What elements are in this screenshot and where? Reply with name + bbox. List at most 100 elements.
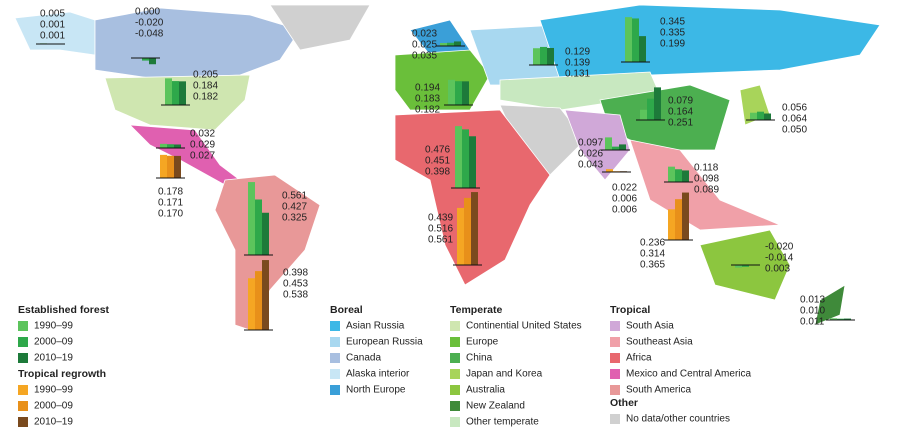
legend-swatch <box>18 321 28 331</box>
legend-group: Established forest 1990–99 2000–09 2010–19 <box>18 304 110 364</box>
value-label: 0.023 <box>412 29 437 40</box>
south-asia <box>564 109 631 181</box>
legend-label: Canada <box>346 353 381 364</box>
bar <box>464 197 471 265</box>
value-label: 0.427 <box>282 202 307 213</box>
legend-swatch <box>18 417 28 427</box>
value-label: 0.365 <box>640 260 665 271</box>
bar <box>605 137 612 150</box>
bar <box>675 169 682 182</box>
value-label: 0.013 <box>800 295 825 306</box>
legend-label: South America <box>626 385 691 396</box>
legend-swatch <box>450 337 460 347</box>
value-label: 0.118 <box>694 163 719 174</box>
bar <box>750 112 757 120</box>
legend-label: North Europe <box>346 385 406 396</box>
bar <box>160 143 167 148</box>
value-label: 0.010 <box>800 306 825 317</box>
value-label: 0.000 <box>135 7 160 18</box>
legend-swatch <box>330 337 340 347</box>
bar <box>735 265 742 268</box>
value-label: 0.516 <box>428 224 453 235</box>
legend-label: 2000–09 <box>34 401 73 412</box>
value-label: 0.451 <box>425 156 450 167</box>
bar <box>448 79 455 105</box>
value-label: 0.325 <box>282 213 307 224</box>
bar <box>262 212 269 255</box>
bar <box>632 18 639 62</box>
value-label: 0.029 <box>190 140 215 151</box>
bar <box>160 154 167 178</box>
bar <box>457 207 464 265</box>
legend-title: Other <box>610 397 638 409</box>
bar <box>742 265 749 267</box>
inset: 0.000-0.020-0.048 <box>131 7 164 65</box>
bar <box>540 46 547 65</box>
bar <box>179 81 186 105</box>
bar <box>165 78 172 105</box>
bar <box>172 81 179 105</box>
value-label: 0.398 <box>283 268 308 279</box>
legend-swatch <box>330 385 340 395</box>
legend-swatch <box>18 353 28 363</box>
value-label: 0.026 <box>578 149 603 160</box>
bar <box>471 192 478 265</box>
value-label: 0.314 <box>640 249 665 260</box>
legend-label: China <box>466 353 493 364</box>
legend-label: Europe <box>466 337 499 348</box>
value-label: 0.398 <box>425 167 450 178</box>
bar <box>844 318 851 320</box>
value-label: 0.139 <box>565 58 590 69</box>
bar <box>469 136 476 188</box>
value-label: 0.056 <box>782 103 807 114</box>
value-label: 0.476 <box>425 145 450 156</box>
legend-swatch <box>450 321 460 331</box>
bar <box>454 41 461 46</box>
bar <box>757 111 764 120</box>
value-label: 0.011 <box>800 317 825 328</box>
new-zealand <box>814 284 846 326</box>
bar <box>612 146 619 150</box>
legend-label: South Asia <box>626 321 674 332</box>
value-label: 0.032 <box>190 129 215 140</box>
legend-label: Other temperate <box>466 417 539 428</box>
bar <box>149 58 156 65</box>
value-label: 0.001 <box>40 20 65 31</box>
bar <box>625 17 632 62</box>
legend-label: No data/other countries <box>626 414 730 425</box>
value-label: 0.131 <box>565 69 590 80</box>
bar <box>462 81 469 105</box>
legend-label: 2000–09 <box>34 337 73 348</box>
value-label: 0.064 <box>782 114 807 125</box>
value-label: 0.194 <box>415 83 440 94</box>
value-label: 0.182 <box>415 105 440 116</box>
value-label: -0.020 <box>765 242 794 253</box>
bar <box>248 182 255 255</box>
value-label: 0.183 <box>415 94 440 105</box>
legend-label: Asian Russia <box>346 321 405 332</box>
bar <box>639 36 646 62</box>
legend-swatch <box>18 337 28 347</box>
legend-title: Tropical <box>610 304 650 316</box>
legend-swatch <box>450 369 460 379</box>
value-label: 0.050 <box>782 125 807 136</box>
value-label: 0.022 <box>612 183 637 194</box>
bar <box>682 170 689 182</box>
bar <box>174 144 181 148</box>
value-label: 0.164 <box>668 107 693 118</box>
bar <box>455 126 462 188</box>
value-label: 0.097 <box>578 138 603 149</box>
bar <box>462 129 469 188</box>
legend-swatch <box>330 369 340 379</box>
legend-swatch <box>18 401 28 411</box>
bar <box>547 47 554 65</box>
